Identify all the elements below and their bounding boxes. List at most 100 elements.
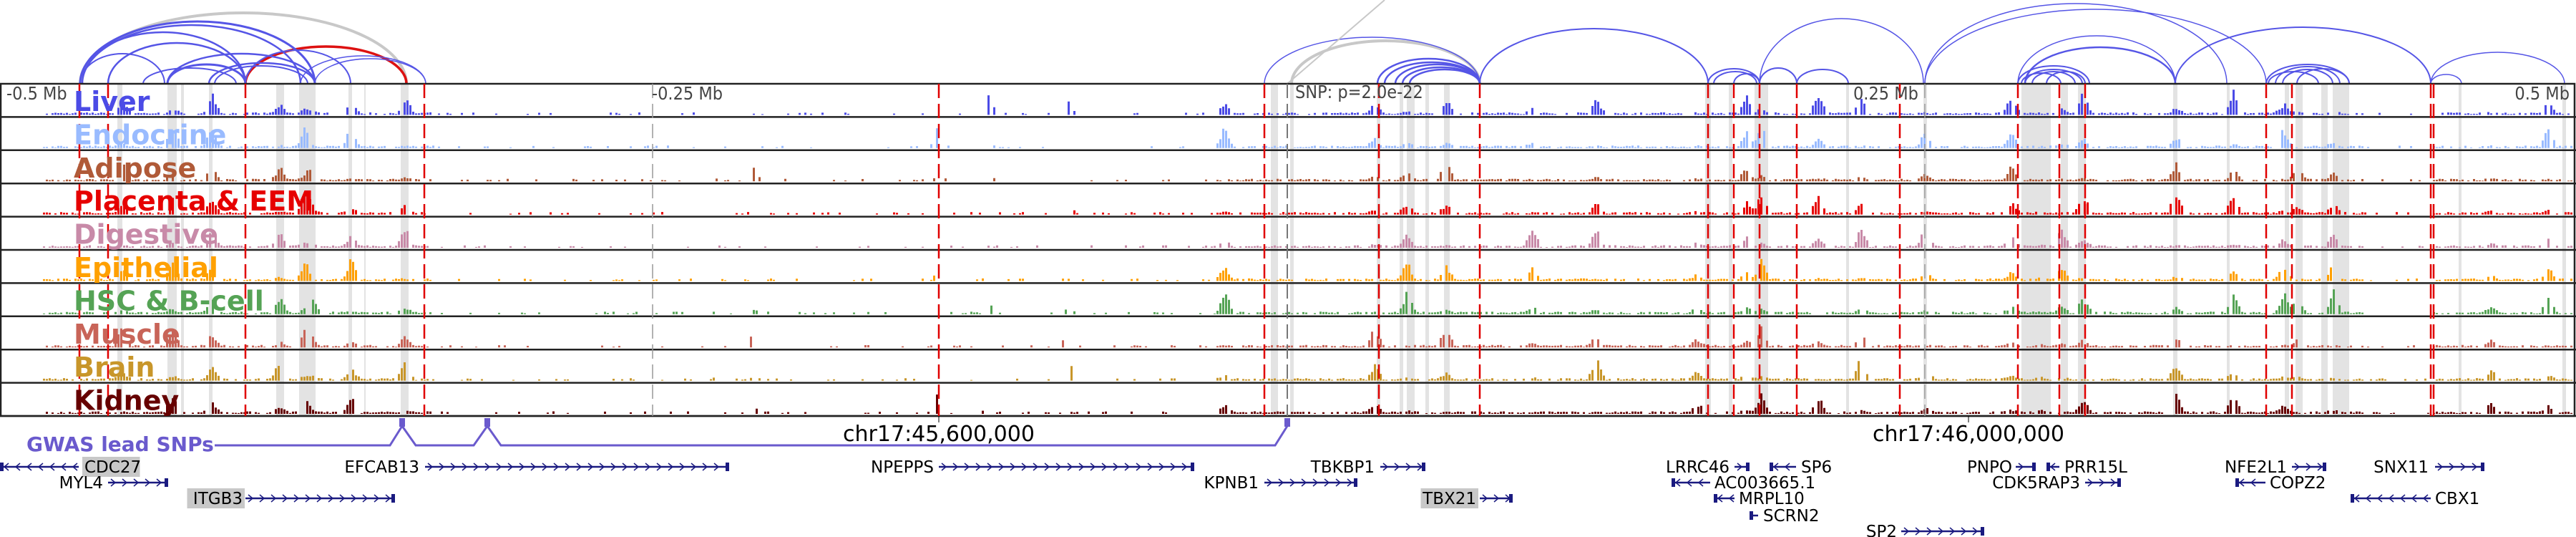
strand-arrows <box>2353 494 2429 503</box>
exon <box>2235 478 2239 487</box>
gwas-snp-marker[interactable] <box>1284 418 1290 427</box>
strand-arrows <box>2238 478 2256 487</box>
gene-itgb3[interactable]: ITGB3 <box>187 488 396 508</box>
gene-kpnb1[interactable]: KPNB1 <box>1204 474 1357 493</box>
loop-arc <box>166 52 316 84</box>
track-label: Brain <box>74 352 155 383</box>
track-adipose <box>0 162 2576 185</box>
exon <box>726 463 729 471</box>
gene-scrn2[interactable]: SCRN2 <box>1750 507 1819 526</box>
gene-npepps[interactable]: NPEPPS <box>871 458 1194 477</box>
loop-arc <box>2017 65 2090 84</box>
gene-tbkbp1[interactable]: TBKBP1 <box>1310 458 1425 477</box>
loop-arc <box>2296 68 2350 84</box>
gene-label: TBX21 <box>1422 490 1476 508</box>
loop-arc <box>1733 73 1760 84</box>
gwas-snp-marker[interactable] <box>484 418 490 427</box>
loop-arc <box>208 62 316 84</box>
gene-highlight <box>187 488 245 508</box>
exon <box>1191 463 1194 471</box>
loop-arc <box>1924 9 2267 84</box>
ruler-label-left-mid: -0.25 Mb <box>652 83 723 104</box>
gene-label: MRPL10 <box>1739 490 1805 508</box>
strand-arrows <box>1903 527 1979 536</box>
gene-sp6[interactable]: SP6 <box>1770 458 1832 477</box>
gwas-track: GWAS lead SNPs <box>26 418 1290 456</box>
strand-arrows <box>2294 463 2323 471</box>
gene-copz2[interactable]: COPZ2 <box>2235 474 2326 493</box>
strand-arrows <box>248 494 391 503</box>
gene-nfe2l1[interactable]: NFE2L1 <box>2225 458 2326 477</box>
gene-highlight <box>82 457 140 477</box>
exon <box>0 463 4 471</box>
track-label: Muscle <box>74 319 180 350</box>
gene-label: NPEPPS <box>871 458 934 477</box>
gene-prr15l[interactable]: PRR15L <box>2046 458 2127 477</box>
gene-tbx21[interactable]: TBX21 <box>1420 488 1513 508</box>
exon <box>2481 463 2484 471</box>
track-label: Epithelial <box>74 252 218 284</box>
strand-arrows <box>1382 463 1423 471</box>
gene-mrpl10[interactable]: MRPL10 <box>1714 490 1805 508</box>
gene-label: LRRC46 <box>1666 458 1729 477</box>
signal-bars <box>43 289 2572 314</box>
coordinate-label: chr17:45,600,000 <box>843 422 1035 447</box>
loop-arc <box>2275 66 2341 84</box>
exon <box>1672 478 1675 487</box>
ruler-label-left: -0.5 Mb <box>6 83 67 104</box>
gene-cdc27[interactable]: CDC27 <box>0 457 141 477</box>
strand-arrows <box>1737 463 1743 471</box>
snp-marker-lines <box>78 84 2435 416</box>
gene-label: COPZ2 <box>2270 474 2326 493</box>
loop-arc <box>1264 37 1480 84</box>
ruler-label-right: 0.5 Mb <box>2514 83 2570 104</box>
exon <box>1981 527 1984 536</box>
exon <box>1354 478 1357 487</box>
exon <box>165 478 168 487</box>
signal-bars <box>43 127 2572 148</box>
gene-label: CBX1 <box>2435 490 2479 508</box>
loop-arc <box>2430 52 2565 84</box>
gene-label: SNX11 <box>2373 458 2429 477</box>
loop-arc <box>1408 68 1481 84</box>
strand-arrows <box>1674 478 1704 487</box>
loop-arc <box>1713 71 1757 84</box>
chromatin-loop-arcs <box>79 0 2565 84</box>
exon <box>2323 463 2326 471</box>
gene-label: EFCAB13 <box>344 458 419 477</box>
exon <box>391 494 395 503</box>
loop-arc <box>2046 71 2086 84</box>
strand-arrows <box>1717 494 1735 503</box>
loop-arc <box>1759 67 1797 84</box>
loop-arc <box>314 58 426 84</box>
gene-snx11[interactable]: SNX11 <box>2373 458 2484 477</box>
signal-bars <box>43 258 2572 281</box>
track-label: Placenta & EEM <box>74 185 313 217</box>
gwas-snp-marker[interactable] <box>399 418 405 427</box>
gene-sp2[interactable]: SP2 <box>1866 523 1984 537</box>
loop-arc <box>1479 28 1709 84</box>
exon <box>1750 511 1753 520</box>
gene-cdk5rap3[interactable]: CDK5RAP3 <box>1992 474 2121 493</box>
strand-arrows <box>3 463 78 471</box>
strand-arrows <box>1267 478 1353 487</box>
exon <box>1422 463 1425 471</box>
gene-lrrc46[interactable]: LRRC46 <box>1666 458 1750 477</box>
gene-ac003665-1[interactable]: AC003665.1 <box>1672 474 1815 493</box>
gene-cbx1[interactable]: CBX1 <box>2351 490 2479 508</box>
track-label: Kidney <box>74 385 179 417</box>
exon <box>2046 463 2050 471</box>
gene-efcab13[interactable]: EFCAB13 <box>344 458 729 477</box>
gene-label: SCRN2 <box>1763 507 1819 526</box>
gene-myl4[interactable]: MYL4 <box>59 474 168 493</box>
strand-arrows <box>427 463 720 471</box>
loop-arc <box>1759 18 1924 84</box>
lead-snp-connector <box>1287 0 1385 84</box>
exon <box>2351 494 2354 503</box>
signal-bars <box>43 193 2572 215</box>
gwas-track-label: GWAS lead SNPs <box>26 432 214 456</box>
gene-pnpo[interactable]: PNPO <box>1967 458 2036 477</box>
loop-arc <box>245 49 351 84</box>
